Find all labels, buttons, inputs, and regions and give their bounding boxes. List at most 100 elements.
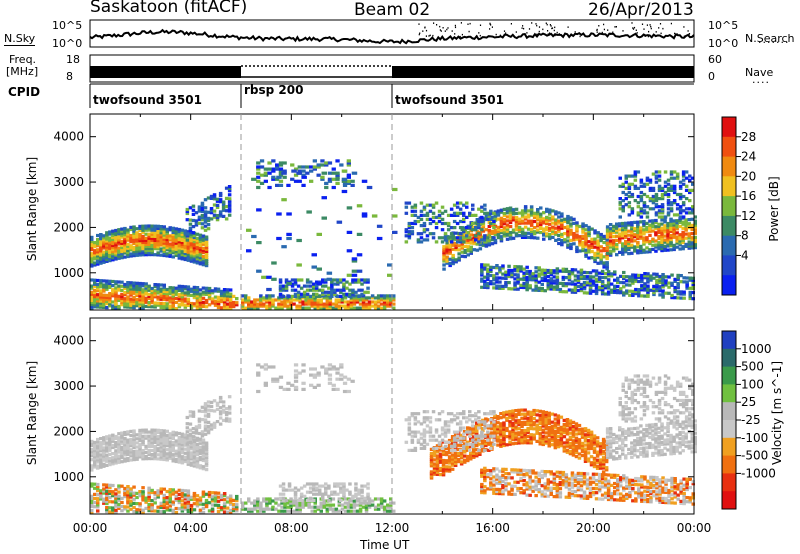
data-cell [177,288,182,292]
data-cell [247,300,251,304]
data-cell [93,445,97,449]
data-cell [457,248,461,252]
data-cell [171,300,175,304]
data-cell [625,279,629,283]
data-cell [174,241,179,245]
data-cell [180,495,185,499]
data-cell [687,224,691,228]
data-cell [327,286,331,290]
data-cell [150,228,154,232]
data-cell [102,305,106,309]
data-cell [153,455,157,459]
data-cell [105,485,109,489]
data-cell [198,288,203,292]
data-cell [301,369,306,373]
data-cell [203,216,208,220]
data-cell [301,503,305,507]
data-cell [532,215,537,219]
data-cell [132,445,136,449]
data-cell [262,499,266,503]
nsky-label: N.Sky [4,32,36,46]
data-cell [660,230,664,234]
data-cell [171,436,175,440]
data-cell [278,179,284,183]
data-cell [213,503,218,507]
data-cell [546,275,550,279]
data-cell [466,241,470,245]
data-cell [203,410,208,414]
data-cell [639,226,643,230]
data-cell [278,375,284,379]
data-cell [153,438,157,442]
data-cell [324,486,328,490]
data-cell [690,223,694,227]
data-cell [675,174,680,178]
data-cell [207,289,212,293]
data-cell [672,186,677,190]
data-cell [96,287,100,291]
data-cell [183,303,188,307]
data-cell [603,286,608,290]
data-cell [93,263,97,267]
data-cell [675,223,679,227]
data-cell [286,501,290,505]
data-cell [156,495,160,499]
data-cell [358,503,363,507]
data-cell [219,291,224,296]
data-cell [201,250,206,255]
data-cell [153,501,157,505]
data-cell [630,174,635,178]
data-cell [174,451,179,455]
data-cell [633,245,637,249]
data-cell [487,229,492,233]
data-cell [690,232,694,236]
data-cell [228,300,233,304]
data-cell [150,490,154,495]
data-cell [201,246,206,250]
data-cell [599,261,603,265]
data-cell [198,498,203,502]
data-cell [189,249,194,253]
data-cell [165,433,169,437]
data-cell [637,292,641,296]
data-cell [321,196,327,200]
data-cell [308,486,313,490]
data-cell [298,505,302,509]
data-cell [627,201,632,205]
data-cell [624,192,628,197]
data-cell [546,268,550,273]
nsky-trace [89,22,695,45]
data-cell [108,304,112,308]
data-cell [640,286,644,290]
data-cell [129,450,133,454]
data-cell [227,407,232,411]
data-cell [367,296,372,300]
data-cell [573,278,578,282]
data-cell [477,240,481,244]
data-cell [569,246,573,251]
data-cell [308,280,313,284]
data-cell [298,509,302,513]
data-cell [138,288,142,292]
data-cell [159,449,163,453]
data-cell [483,267,487,271]
data-cell [339,294,343,298]
data-cell [505,211,510,215]
data-cell [489,209,493,213]
data-cell [582,291,587,295]
data-cell [126,244,130,248]
data-cell [370,499,375,503]
data-cell [192,456,197,460]
data-cell [114,443,118,447]
data-cell [265,507,269,511]
data-cell [287,484,292,488]
data-cell [316,373,321,377]
data-cell [114,251,118,255]
data-cell [189,508,194,512]
data-cell [105,302,109,306]
data-cell [144,251,148,255]
data-cell [327,177,333,181]
data-cell [120,239,124,243]
data-cell [566,231,570,235]
data-cell [280,501,284,505]
